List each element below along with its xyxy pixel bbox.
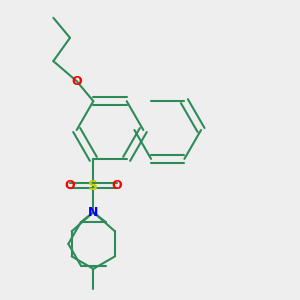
Text: O: O	[71, 75, 82, 88]
Text: S: S	[88, 178, 98, 193]
Text: N: N	[88, 206, 98, 219]
Text: O: O	[111, 179, 122, 192]
Text: O: O	[65, 179, 75, 192]
